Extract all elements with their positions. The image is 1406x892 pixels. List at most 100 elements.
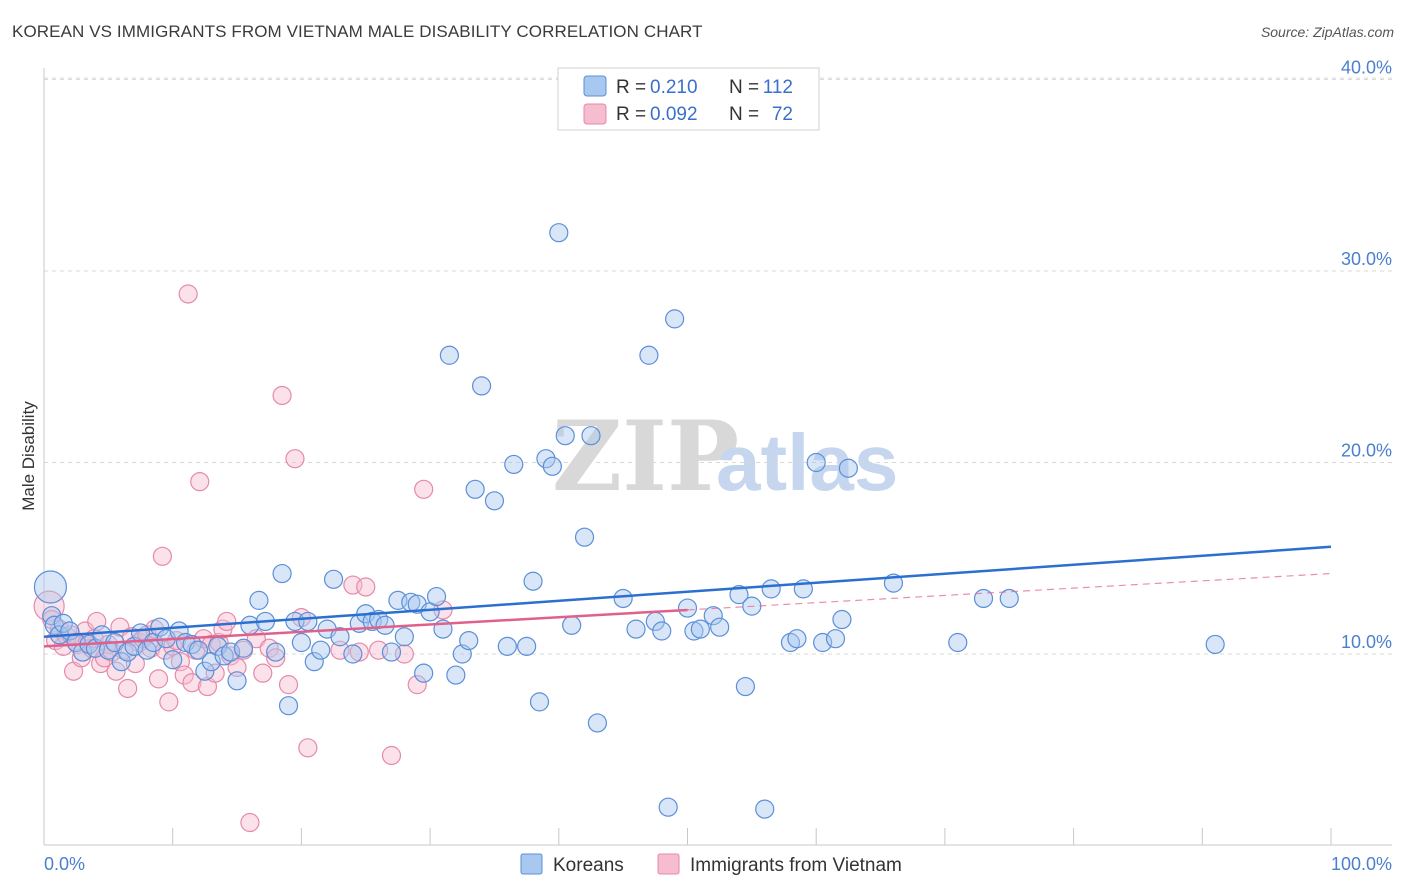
- point-korean: [838, 458, 858, 478]
- point-korean: [111, 652, 131, 672]
- point-korean: [999, 588, 1019, 609]
- point-korean: [806, 452, 826, 473]
- legend-r-label-a: R =: [616, 77, 646, 98]
- point-korean: [626, 619, 646, 639]
- point-korean: [703, 606, 723, 626]
- point-korean: [973, 588, 994, 609]
- y-tick-label: 40.0%: [1341, 58, 1392, 78]
- point-vietnam: [330, 640, 350, 660]
- trend-lines: [43, 545, 1332, 648]
- point-korean: [948, 632, 968, 653]
- point-korean: [613, 588, 633, 609]
- point-korean: [163, 650, 183, 670]
- point-korean: [394, 627, 414, 647]
- point-korean: [323, 569, 344, 589]
- legend-n-label-a: N =: [729, 77, 759, 98]
- point-korean: [504, 454, 524, 475]
- point-korean: [291, 632, 311, 653]
- point-vietnam: [174, 665, 194, 685]
- point-korean: [272, 563, 292, 584]
- y-tick-label: 20.0%: [1341, 441, 1392, 461]
- series-vietnam-points: [33, 284, 453, 833]
- point-vietnam: [272, 385, 292, 406]
- point-korean: [343, 644, 363, 664]
- point-korean: [33, 570, 68, 604]
- point-korean: [439, 345, 460, 365]
- bottom-legend-koreans: Koreans: [553, 855, 624, 876]
- point-korean: [690, 619, 710, 639]
- point-vietnam: [414, 479, 434, 499]
- y-tick-labels: 10.0% 20.0% 30.0% 40.0%: [1341, 58, 1392, 653]
- point-korean: [195, 661, 215, 681]
- point-korean: [652, 621, 672, 641]
- chart-title: KOREAN VS IMMIGRANTS FROM VIETNAM MALE D…: [12, 22, 703, 41]
- correlation-legend: R = 0.210 N = 112 R = 0.092 N = 72: [557, 67, 820, 131]
- point-korean: [188, 640, 209, 660]
- point-korean: [1205, 634, 1225, 655]
- point-korean: [825, 629, 846, 649]
- point-korean: [381, 642, 402, 662]
- point-vietnam: [266, 648, 286, 668]
- point-korean: [710, 617, 730, 637]
- point-korean: [581, 426, 601, 446]
- point-korean: [311, 640, 331, 660]
- point-korean: [426, 586, 447, 607]
- point-korean: [471, 376, 492, 396]
- point-korean: [446, 665, 466, 685]
- x-tick-label-min: 0.0%: [44, 854, 85, 874]
- point-korean: [304, 652, 324, 672]
- point-korean: [555, 426, 575, 446]
- series-koreans-points: [33, 223, 1225, 819]
- point-vietnam: [190, 472, 210, 492]
- point-korean: [665, 309, 685, 329]
- point-vietnam: [253, 663, 273, 683]
- point-korean: [221, 642, 241, 662]
- point-vietnam: [148, 669, 169, 689]
- point-vietnam: [125, 653, 145, 674]
- point-korean: [53, 613, 73, 633]
- source-label: Source: ZipAtlas.com: [1260, 24, 1394, 40]
- legend-r-label-b: R =: [616, 104, 646, 125]
- bottom-legend-swatch-koreans: [520, 853, 543, 875]
- y-tick-label: 30.0%: [1341, 249, 1392, 269]
- point-korean: [787, 629, 807, 649]
- point-vietnam: [381, 745, 402, 766]
- point-korean: [98, 640, 118, 660]
- point-korean: [330, 627, 350, 647]
- point-vietnam: [217, 611, 237, 632]
- trend-line-vietnam: [43, 608, 688, 648]
- point-vietnam: [118, 678, 138, 699]
- point-korean: [677, 598, 698, 618]
- point-korean: [227, 671, 247, 691]
- y-axis-label: Male Disability: [19, 401, 38, 511]
- x-ticks: [43, 828, 1332, 845]
- bottom-legend-swatch-vietnam: [657, 853, 680, 875]
- point-korean: [735, 676, 756, 697]
- watermark-zip: ZIP: [552, 400, 739, 513]
- point-vietnam: [182, 673, 202, 693]
- legend-swatch-vietnam: [583, 103, 607, 125]
- legend-n-value-a: 112: [763, 77, 793, 98]
- gridlines: [44, 77, 1392, 655]
- point-vietnam: [106, 661, 126, 681]
- point-korean: [658, 797, 678, 817]
- point-korean: [542, 456, 562, 476]
- point-korean: [249, 590, 269, 610]
- point-korean: [832, 609, 852, 630]
- bottom-legend-vietnam: Immigrants from Vietnam: [690, 855, 902, 876]
- point-korean: [813, 632, 833, 653]
- point-vietnam: [285, 449, 305, 469]
- legend-r-value-a: 0.210: [650, 77, 698, 98]
- point-korean: [233, 638, 254, 658]
- point-korean: [536, 449, 556, 469]
- point-korean: [729, 585, 749, 605]
- point-korean: [529, 692, 550, 712]
- point-korean: [414, 663, 434, 683]
- point-korean: [484, 491, 505, 511]
- point-vietnam: [159, 692, 179, 712]
- point-vietnam: [298, 738, 318, 758]
- legend-n-label-b: N =: [729, 104, 759, 125]
- legend-swatch-koreans: [583, 75, 607, 97]
- legend-n-value-b: 72: [772, 104, 793, 125]
